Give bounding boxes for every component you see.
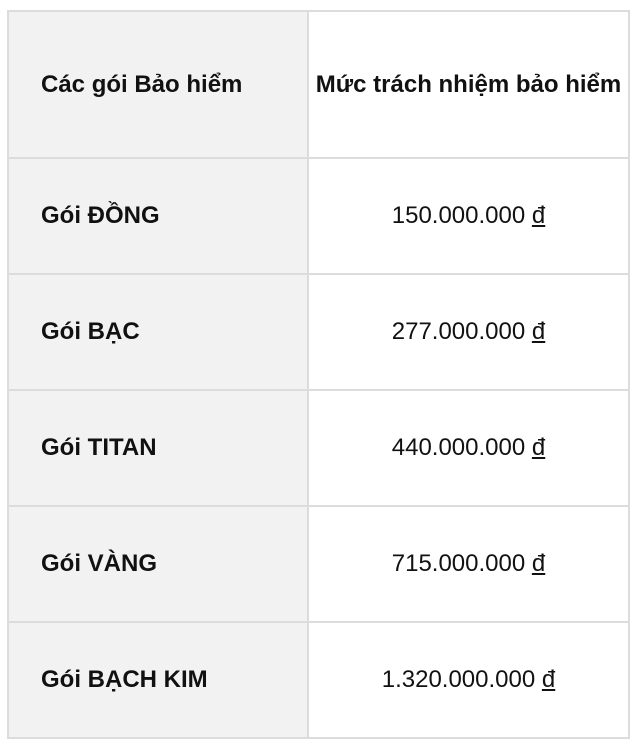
coverage-amount: 277.000.000 đ [307, 273, 630, 391]
table-row: Gói ĐỒNG 150.000.000 đ [7, 157, 630, 275]
package-name: Gói TITAN [7, 389, 309, 507]
package-name: Gói VÀNG [7, 505, 309, 623]
insurance-table: Các gói Bảo hiểm Mức trách nhiệm bảo hiể… [7, 10, 630, 739]
coverage-amount: 440.000.000 đ [307, 389, 630, 507]
table-row: Gói TITAN 440.000.000 đ [7, 389, 630, 507]
table-row: Gói VÀNG 715.000.000 đ [7, 505, 630, 623]
coverage-amount: 715.000.000 đ [307, 505, 630, 623]
coverage-amount: 150.000.000 đ [307, 157, 630, 275]
amount-value: 715.000.000 [391, 550, 526, 577]
package-name: Gói ĐỒNG [7, 157, 309, 275]
currency-symbol: đ [531, 318, 546, 345]
coverage-amount: 1.320.000.000 đ [307, 621, 630, 739]
currency-symbol: đ [541, 666, 556, 693]
package-name: Gói BẠC [7, 273, 309, 391]
currency-symbol: đ [531, 550, 546, 577]
package-name: Gói BẠCH KIM [7, 621, 309, 739]
header-coverage: Mức trách nhiệm bảo hiểm [307, 10, 630, 159]
amount-value: 277.000.000 [391, 318, 526, 345]
amount-value: 1.320.000.000 [381, 666, 536, 693]
table-row: Gói BẠCH KIM 1.320.000.000 đ [7, 621, 630, 739]
amount-value: 440.000.000 [391, 434, 526, 461]
header-packages: Các gói Bảo hiểm [7, 10, 309, 159]
currency-symbol: đ [531, 434, 546, 461]
table-header-row: Các gói Bảo hiểm Mức trách nhiệm bảo hiể… [7, 10, 630, 159]
currency-symbol: đ [531, 202, 546, 229]
table-row: Gói BẠC 277.000.000 đ [7, 273, 630, 391]
amount-value: 150.000.000 [391, 202, 526, 229]
